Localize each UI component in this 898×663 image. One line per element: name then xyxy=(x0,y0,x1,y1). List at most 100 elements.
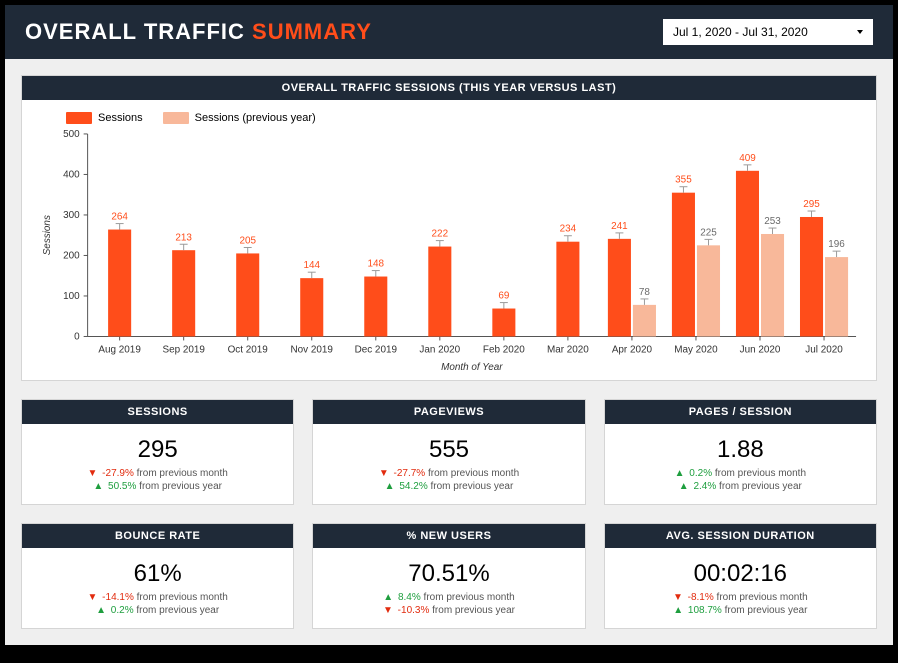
delta-percent: -27.7% xyxy=(391,468,425,479)
arrow-up-icon: ▲ xyxy=(675,468,685,479)
title-part2: SUMMARY xyxy=(252,19,372,44)
svg-text:241: 241 xyxy=(611,221,628,232)
svg-text:200: 200 xyxy=(63,251,80,262)
page-title: OVERALL TRAFFIC SUMMARY xyxy=(25,19,372,45)
delta-vs-month: ▼ -8.1% from previous month xyxy=(613,590,868,603)
svg-text:409: 409 xyxy=(739,153,756,164)
legend-swatch xyxy=(66,112,92,124)
delta-vs-month: ▲ 0.2% from previous month xyxy=(613,466,868,479)
svg-text:Nov 2019: Nov 2019 xyxy=(291,344,334,355)
svg-text:355: 355 xyxy=(675,175,692,186)
svg-text:Jul 2020: Jul 2020 xyxy=(805,344,843,355)
svg-text:222: 222 xyxy=(432,229,449,240)
legend-label: Sessions xyxy=(98,112,143,124)
metric-title: PAGEVIEWS xyxy=(313,400,584,424)
arrow-down-icon: ▼ xyxy=(673,592,683,603)
metrics-grid: SESSIONS295▼ -27.9% from previous month▲… xyxy=(21,399,877,629)
svg-text:400: 400 xyxy=(63,170,80,181)
metric-value: 1.88 xyxy=(613,434,868,466)
metric-value: 555 xyxy=(321,434,576,466)
svg-text:Sep 2019: Sep 2019 xyxy=(162,344,205,355)
svg-text:Mar 2020: Mar 2020 xyxy=(547,344,589,355)
svg-text:100: 100 xyxy=(63,291,80,302)
metric-body: 295▼ -27.9% from previous month▲ 50.5% f… xyxy=(22,424,293,504)
delta-suffix: from previous month xyxy=(712,468,806,479)
metric-value: 00:02:16 xyxy=(613,558,868,590)
svg-text:205: 205 xyxy=(239,236,256,247)
arrow-down-icon: ▼ xyxy=(88,468,98,479)
delta-vs-year: ▲ 108.7% from previous year xyxy=(613,603,868,616)
metric-body: 61%▼ -14.1% from previous month▲ 0.2% fr… xyxy=(22,548,293,628)
svg-text:Jun 2020: Jun 2020 xyxy=(740,344,781,355)
delta-percent: 50.5% xyxy=(105,481,136,492)
metric-card: % NEW USERS70.51%▲ 8.4% from previous mo… xyxy=(312,523,585,629)
chart-body: SessionsSessions (previous year) 0 100 200… xyxy=(22,100,876,380)
delta-vs-month: ▼ -14.1% from previous month xyxy=(30,590,285,603)
metric-value: 61% xyxy=(30,558,285,590)
metric-card: SESSIONS295▼ -27.9% from previous month▲… xyxy=(21,399,294,505)
delta-vs-month: ▲ 8.4% from previous month xyxy=(321,590,576,603)
legend-swatch xyxy=(163,112,189,124)
metric-body: 555▼ -27.7% from previous month▲ 54.2% f… xyxy=(313,424,584,504)
svg-text:78: 78 xyxy=(639,287,651,298)
arrow-down-icon: ▼ xyxy=(88,592,98,603)
svg-text:Jan 2020: Jan 2020 xyxy=(419,344,460,355)
delta-vs-year: ▲ 54.2% from previous year xyxy=(321,479,576,492)
svg-text:Oct 2019: Oct 2019 xyxy=(228,344,269,355)
chart-panel: OVERALL TRAFFIC SESSIONS (THIS YEAR VERS… xyxy=(21,75,877,381)
delta-vs-year: ▲ 0.2% from previous year xyxy=(30,603,285,616)
delta-vs-year: ▲ 50.5% from previous year xyxy=(30,479,285,492)
metric-value: 70.51% xyxy=(321,558,576,590)
metric-title: AVG. SESSION DURATION xyxy=(605,524,876,548)
svg-text:Month of Year: Month of Year xyxy=(441,362,503,373)
svg-text:253: 253 xyxy=(764,216,781,227)
svg-text:500: 500 xyxy=(63,129,80,140)
metric-body: 70.51%▲ 8.4% from previous month▼ -10.3%… xyxy=(313,548,584,628)
delta-suffix: from previous month xyxy=(134,468,228,479)
svg-text:148: 148 xyxy=(368,259,385,270)
svg-text:0: 0 xyxy=(74,332,80,343)
delta-vs-month: ▼ -27.7% from previous month xyxy=(321,466,576,479)
svg-text:225: 225 xyxy=(700,228,717,239)
metric-body: 00:02:16▼ -8.1% from previous month▲ 108… xyxy=(605,548,876,628)
arrow-up-icon: ▲ xyxy=(383,592,393,603)
delta-percent: -10.3% xyxy=(395,605,429,616)
metric-card: PAGES / SESSION1.88▲ 0.2% from previous … xyxy=(604,399,877,505)
delta-percent: 8.4% xyxy=(395,592,421,603)
metric-title: PAGES / SESSION xyxy=(605,400,876,424)
metric-title: BOUNCE RATE xyxy=(22,524,293,548)
delta-suffix: from previous month xyxy=(425,468,519,479)
metric-value: 295 xyxy=(30,434,285,466)
delta-percent: -14.1% xyxy=(99,592,133,603)
delta-suffix: from previous year xyxy=(429,605,515,616)
svg-text:295: 295 xyxy=(803,199,820,210)
metric-card: AVG. SESSION DURATION00:02:16▼ -8.1% fro… xyxy=(604,523,877,629)
delta-vs-year: ▲ 2.4% from previous year xyxy=(613,479,868,492)
delta-suffix: from previous month xyxy=(421,592,515,603)
delta-vs-month: ▼ -27.9% from previous month xyxy=(30,466,285,479)
header-bar: OVERALL TRAFFIC SUMMARY Jul 1, 2020 - Ju… xyxy=(5,5,893,59)
content-area: OVERALL TRAFFIC SESSIONS (THIS YEAR VERS… xyxy=(5,59,893,645)
arrow-up-icon: ▲ xyxy=(385,481,395,492)
date-range-label: Jul 1, 2020 - Jul 31, 2020 xyxy=(673,25,808,39)
svg-text:May 2020: May 2020 xyxy=(674,344,718,355)
chart-title: OVERALL TRAFFIC SESSIONS (THIS YEAR VERS… xyxy=(22,76,876,100)
chart-legend: SessionsSessions (previous year) xyxy=(32,108,866,126)
svg-text:Feb 2020: Feb 2020 xyxy=(483,344,525,355)
svg-text:300: 300 xyxy=(63,210,80,221)
svg-text:69: 69 xyxy=(498,291,510,302)
delta-suffix: from previous month xyxy=(134,592,228,603)
delta-suffix: from previous year xyxy=(716,481,802,492)
metric-title: SESSIONS xyxy=(22,400,293,424)
delta-percent: 0.2% xyxy=(687,468,713,479)
svg-text:196: 196 xyxy=(828,239,845,250)
svg-text:Dec 2019: Dec 2019 xyxy=(355,344,398,355)
date-range-picker[interactable]: Jul 1, 2020 - Jul 31, 2020 xyxy=(663,19,873,45)
delta-percent: -27.9% xyxy=(99,468,133,479)
arrow-up-icon: ▲ xyxy=(96,605,106,616)
delta-suffix: from previous year xyxy=(428,481,514,492)
svg-text:213: 213 xyxy=(175,232,192,243)
svg-text:144: 144 xyxy=(303,260,320,271)
svg-text:Sessions: Sessions xyxy=(42,215,53,255)
delta-percent: 54.2% xyxy=(397,481,428,492)
